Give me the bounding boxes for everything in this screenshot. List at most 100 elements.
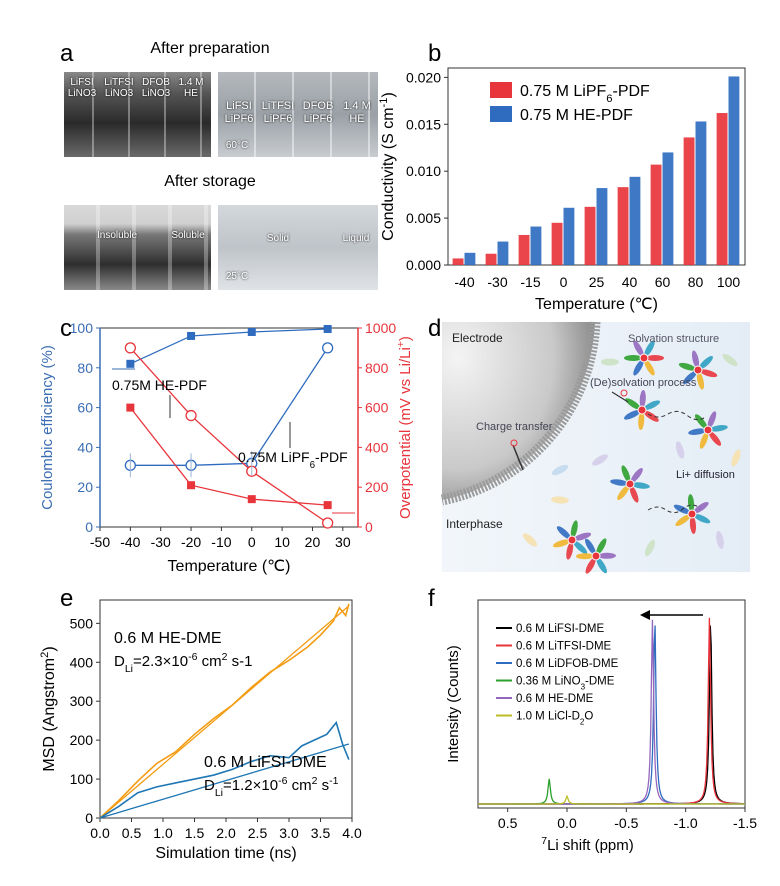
solvent-molecule xyxy=(691,350,700,369)
data-point xyxy=(246,465,258,477)
nmr-peak xyxy=(478,617,746,805)
data-point xyxy=(247,327,256,336)
y-axis-label-right: Overpotential (mV vs Li/Li+) xyxy=(395,336,414,519)
annotation-he-pdf: 0.75M HE-PDF xyxy=(112,377,207,393)
bar xyxy=(596,188,608,265)
solvent-molecule xyxy=(694,414,708,429)
solvent-molecule xyxy=(621,465,631,483)
y-tick-label-left: 80 xyxy=(77,360,93,376)
x-axis-label: Temperature (℃) xyxy=(535,296,658,313)
x-tick-label: 2.0 xyxy=(216,825,236,841)
y-tick-label: 100 xyxy=(70,771,94,787)
solvation-label: Solvation structure xyxy=(628,333,719,345)
solvent-molecule xyxy=(522,533,538,547)
vial-label: 1.4 M HE xyxy=(343,100,371,125)
y-tick-label-left: 20 xyxy=(77,479,93,495)
solvent-molecule xyxy=(675,514,691,527)
x-axis-label: Simulation time (ns) xyxy=(155,845,296,862)
series-line xyxy=(129,347,329,524)
legend-label: 0.75 M LiPF6-PDF xyxy=(520,83,650,105)
diffusion-label: DLi=1.2×10-6 cm2 s-1 xyxy=(204,775,339,799)
y-tick-label: 0.000 xyxy=(406,257,441,273)
panel-label-a: a xyxy=(60,40,74,67)
vial-label: LiTFSI LiNO3 xyxy=(104,77,134,99)
solvent-molecule xyxy=(638,411,645,430)
y-tick-label-left: 100 xyxy=(70,320,94,336)
x-tick-label: 80 xyxy=(688,274,704,290)
panel-label-c: c xyxy=(60,315,72,342)
y-tick-label: 500 xyxy=(70,615,94,631)
x-tick-label: 0.5 xyxy=(122,825,142,841)
series-label: 0.6 M LiFSI-DME xyxy=(204,754,327,771)
nmr-peak xyxy=(478,778,745,805)
y-tick-label: 200 xyxy=(70,732,94,748)
series-line xyxy=(130,328,328,365)
bar xyxy=(716,113,728,266)
x-tick-label: -40 xyxy=(120,534,140,550)
bar xyxy=(629,176,641,265)
vial-label: DFOB LiNO3 xyxy=(141,77,171,99)
data-point xyxy=(321,342,334,354)
solvent-molecule xyxy=(624,355,642,361)
solvent-molecule xyxy=(731,449,741,467)
solvent-molecule xyxy=(709,424,728,432)
li-ion xyxy=(591,551,601,561)
electrode-label: Electrode xyxy=(452,331,503,345)
x-tick-label: 30 xyxy=(335,534,351,550)
solvent-molecule xyxy=(716,531,724,549)
y-tick-label: 400 xyxy=(70,654,94,670)
x-tick-label: 3.0 xyxy=(279,825,299,841)
y-tick-label: 0.015 xyxy=(406,116,441,132)
temperature-label: 60°C xyxy=(225,140,249,151)
msd-curve xyxy=(99,720,350,819)
x-tick-label: 0.0 xyxy=(90,825,110,841)
panel-label-e: e xyxy=(60,585,74,612)
solvent-molecule xyxy=(585,538,596,555)
vial-label: 1.4 M HE xyxy=(178,77,204,99)
solvent-molecule xyxy=(633,359,644,376)
series-label: 0.6 M HE-DME xyxy=(114,630,222,647)
photo-title-preparation: After preparation xyxy=(150,40,270,57)
bar xyxy=(683,137,695,265)
solvent-molecule xyxy=(566,541,574,560)
li-ion xyxy=(639,353,649,363)
x-tick-label: 0 xyxy=(248,534,256,550)
y-tick-label-right: 1000 xyxy=(365,320,396,336)
y-tick-label-right: 600 xyxy=(365,400,389,416)
y-tick-label-right: 0 xyxy=(365,519,373,535)
data-point xyxy=(187,331,196,340)
bar xyxy=(452,258,464,265)
fit-line xyxy=(99,605,350,819)
x-tick-label: -10 xyxy=(211,534,231,550)
solvent-molecule xyxy=(601,358,619,366)
photo-vials-lino3: LiFSI LiNO3 LiTFSI LiNO3 DFOB LiNO3 1.4 … xyxy=(64,72,211,157)
solvent-molecule xyxy=(675,441,685,459)
solvent-molecule xyxy=(585,557,596,574)
y-axis-label: Conductivity (S cm-1) xyxy=(378,92,397,241)
interphase-layer xyxy=(440,321,601,506)
solvent-molecule xyxy=(573,532,592,541)
solvent-molecule xyxy=(707,411,717,429)
li-ion xyxy=(637,405,647,415)
li-ion xyxy=(510,439,518,447)
solvent-molecule xyxy=(556,526,571,540)
y-tick-label-right: 200 xyxy=(365,479,389,495)
nmr-peak xyxy=(478,625,746,805)
li-ion xyxy=(567,535,577,545)
photo-title-storage: After storage xyxy=(164,173,256,190)
nmr-peak xyxy=(478,625,745,805)
solvent-molecule xyxy=(644,340,655,357)
bar xyxy=(695,121,707,265)
solvent-molecule xyxy=(643,410,659,422)
y-tick-label: 0.005 xyxy=(406,210,441,226)
solvent-molecule xyxy=(688,428,707,436)
bar xyxy=(464,252,476,265)
bar xyxy=(551,222,563,265)
bar xyxy=(617,187,629,265)
solvent-molecule xyxy=(573,540,588,554)
legend-label: 0.6 M HE-DME xyxy=(516,693,594,705)
charge-transfer-arrow xyxy=(512,444,524,471)
y-tick-label: 0.020 xyxy=(406,69,441,85)
fit-line xyxy=(99,743,350,819)
y-tick-label: 0.010 xyxy=(406,163,441,179)
